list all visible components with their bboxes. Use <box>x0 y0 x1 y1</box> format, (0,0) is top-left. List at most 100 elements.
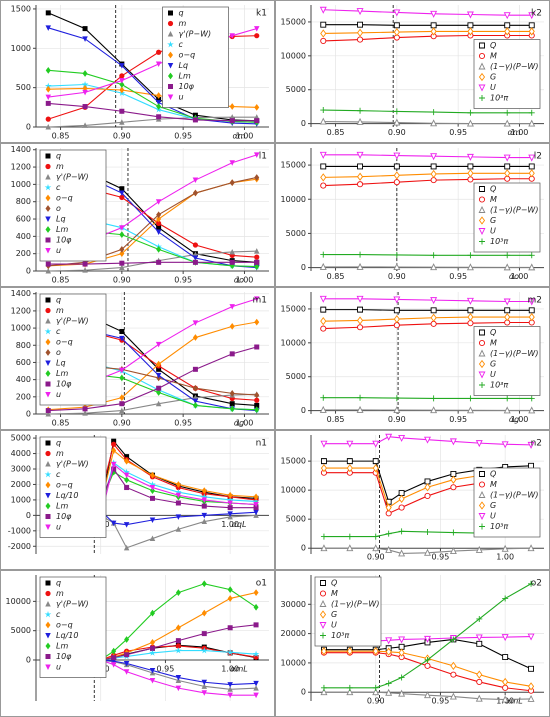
legend-marker <box>45 237 51 243</box>
marker <box>430 153 438 161</box>
marker <box>119 225 125 231</box>
y-tick-label: 0 <box>301 263 306 272</box>
marker <box>110 520 117 527</box>
marker <box>119 250 125 258</box>
y-tick-label: 15000 <box>281 17 306 26</box>
marker <box>119 78 125 84</box>
legend-label: Lm <box>56 369 68 378</box>
marker <box>175 481 181 488</box>
x-tick-label: 0.95 <box>174 419 192 428</box>
panel: 05000100000.900.951.00αmLo1qmγ'(P−W)co−q… <box>0 570 275 717</box>
legend-label: (1−γ)(P−W) <box>490 491 538 500</box>
x-tick-label: 1.00 <box>511 128 529 137</box>
marker <box>527 682 535 691</box>
series-line <box>323 436 532 446</box>
legend-marker <box>478 205 486 213</box>
marker <box>393 27 400 37</box>
legend-marker <box>45 502 51 510</box>
legend-marker <box>168 51 173 59</box>
y-tick-label: 10000 <box>6 597 31 606</box>
legend-box <box>39 149 107 262</box>
series-line <box>323 650 532 687</box>
marker <box>123 669 130 675</box>
x-axis-label: αo <box>234 276 244 285</box>
marker <box>466 119 474 127</box>
panel: 0 200 400 600 800 1000 1200 1400 0.85 0.90 0.95 1.0… <box>0 143 275 287</box>
marker <box>149 535 156 542</box>
marker <box>82 26 88 32</box>
marker <box>319 151 327 159</box>
marker <box>346 684 353 691</box>
marker <box>504 163 511 170</box>
marker <box>503 154 511 162</box>
marker <box>45 100 51 106</box>
legend-label: Lq <box>56 215 66 224</box>
legend-label: u <box>56 523 61 532</box>
marker <box>320 182 327 189</box>
legend-label: (1−γ)(P−W) <box>490 62 538 71</box>
marker <box>229 179 235 187</box>
legend-marker <box>167 20 174 27</box>
panel: 0 5000 10000 15000 0.90 0.95 1.00 n2 QM (1−γ)(P−W… <box>275 430 550 570</box>
marker <box>528 252 535 259</box>
marker <box>45 408 51 414</box>
marker <box>467 27 474 36</box>
legend-marker <box>45 481 51 489</box>
marker <box>124 485 130 491</box>
legend-box <box>314 576 382 647</box>
marker <box>253 589 259 596</box>
legend-label: c <box>179 40 184 49</box>
marker <box>119 73 125 79</box>
marker <box>503 263 511 271</box>
marker <box>385 545 393 553</box>
panel: 0 200 400 600 800 1000 1200 1400 0.85 0.90 0.95 1.0… <box>0 287 275 430</box>
marker <box>346 647 353 656</box>
marker <box>254 174 260 181</box>
marker <box>253 26 260 32</box>
marker <box>527 544 535 552</box>
y-tick-label: -2000 <box>8 542 31 551</box>
marker <box>385 433 393 441</box>
x-axis-label: αmL <box>505 697 523 706</box>
legend-label: 10φ <box>56 236 72 245</box>
marker <box>254 397 260 403</box>
legend-marker <box>478 490 486 498</box>
y-tick-label: 10000 <box>281 51 306 60</box>
legend-label: γ'(P−W) <box>56 317 89 326</box>
marker <box>156 215 162 223</box>
marker <box>449 438 457 446</box>
x-tick-label: 0.90 <box>113 132 131 141</box>
marker <box>192 402 198 409</box>
marker <box>253 692 259 699</box>
marker <box>346 458 353 465</box>
y-tick-label: 5000 <box>11 434 31 443</box>
marker <box>320 163 327 170</box>
marker <box>450 636 457 643</box>
marker <box>430 109 437 116</box>
legend-marker <box>478 501 486 510</box>
marker <box>424 662 431 669</box>
legend-marker <box>45 307 51 314</box>
marker <box>156 103 162 110</box>
x-tick-label: 1.00 <box>236 132 254 141</box>
marker <box>149 517 156 523</box>
marker <box>393 152 401 160</box>
marker <box>398 689 406 697</box>
marker <box>155 372 162 379</box>
legend-label: 10φ <box>56 512 72 521</box>
marker <box>398 549 406 557</box>
marker <box>119 231 125 238</box>
x-tick-label: 0.85 <box>52 419 70 428</box>
legend-marker <box>45 440 51 446</box>
marker <box>201 609 207 617</box>
x-tick-label: 0.85 <box>52 132 70 141</box>
legend-label: G <box>490 73 496 82</box>
y-tick-label: 5000 <box>286 85 306 94</box>
marker <box>155 229 162 236</box>
marker <box>45 268 52 274</box>
marker <box>467 312 474 322</box>
